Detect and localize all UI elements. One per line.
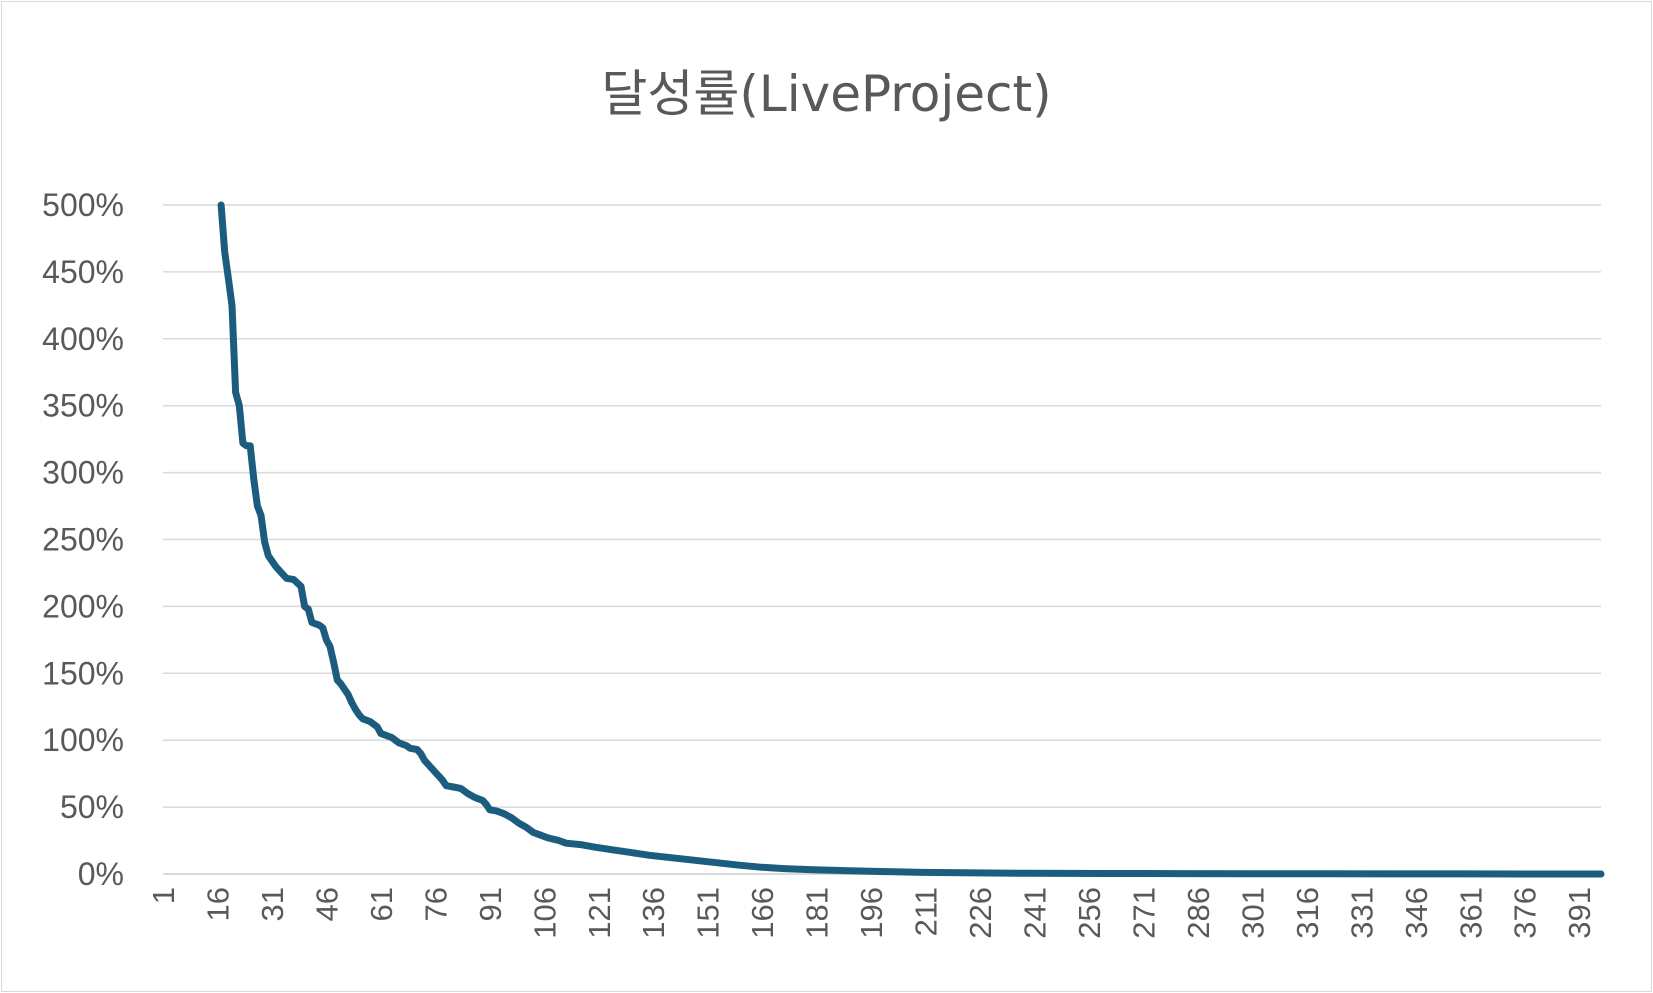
x-tick-label: 331 (1344, 887, 1379, 939)
x-tick-label: 91 (473, 887, 508, 921)
x-tick-label: 346 (1399, 887, 1434, 939)
x-tick-label: 151 (691, 887, 726, 939)
x-tick-label: 1 (146, 887, 181, 904)
x-tick-label: 271 (1126, 887, 1161, 939)
x-tick-label: 136 (636, 887, 671, 939)
y-tick-label: 250% (42, 522, 124, 558)
x-tick-label: 76 (418, 887, 453, 921)
x-axis-tick-labels: 1 16 31 46 61 76 91 106 121 136 151 166 181 196 211 226… (146, 887, 1597, 939)
plot-area (217, 201, 1605, 878)
series-line-0 (217, 201, 1605, 878)
x-tick-label: 166 (745, 887, 780, 939)
y-tick-label: 400% (42, 321, 124, 357)
y-tick-label: 50% (60, 789, 124, 825)
x-tick-label: 121 (582, 887, 617, 939)
y-tick-label: 350% (42, 388, 124, 424)
x-tick-label: 46 (309, 887, 344, 921)
x-tick-label: 301 (1235, 887, 1270, 939)
chart-title: 달성률(LiveProject) (601, 65, 1052, 123)
y-tick-label: 0% (78, 856, 124, 892)
x-tick-label: 61 (364, 887, 399, 921)
y-tick-label: 150% (42, 655, 124, 691)
y-tick-label: 500% (42, 187, 124, 223)
x-tick-label: 286 (1181, 887, 1216, 939)
y-tick-label: 200% (42, 588, 124, 624)
gridlines (163, 204, 1601, 875)
x-tick-label: 196 (854, 887, 889, 939)
y-tick-label: 100% (42, 722, 124, 758)
x-tick-label: 241 (1018, 887, 1053, 939)
x-tick-label: 361 (1453, 887, 1488, 939)
y-tick-label: 450% (42, 254, 124, 290)
x-tick-label: 226 (963, 887, 998, 939)
x-tick-label: 106 (527, 887, 562, 939)
x-tick-label: 211 (909, 887, 944, 936)
x-tick-label: 181 (800, 887, 835, 939)
x-tick-label: 31 (255, 887, 290, 921)
x-tick-label: 376 (1508, 887, 1543, 939)
y-tick-label: 300% (42, 455, 124, 491)
y-axis-tick-labels: 0% 50% 100% 150% 200% 250% 300% 350% 400% 450% 500… (42, 187, 124, 892)
x-tick-label: 316 (1290, 887, 1325, 939)
x-tick-label: 16 (200, 887, 235, 921)
x-tick-label: 256 (1072, 887, 1107, 939)
x-tick-label: 391 (1562, 887, 1597, 939)
